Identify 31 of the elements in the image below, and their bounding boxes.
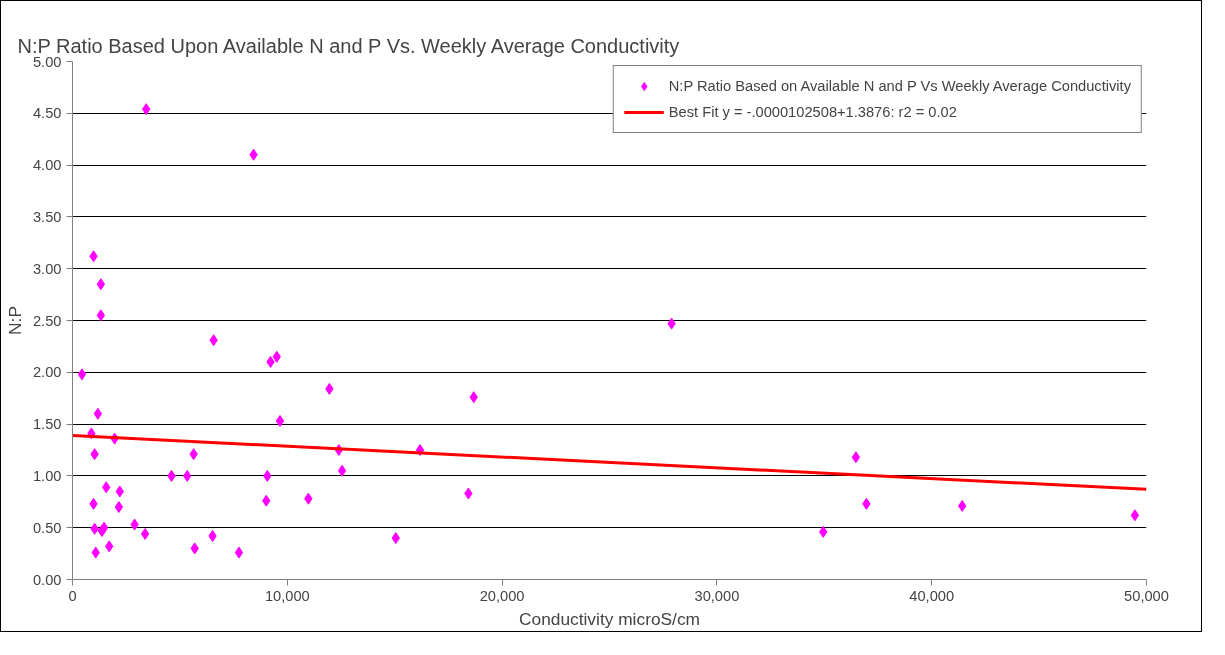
x-tick-label: 30,000 [694,587,740,604]
point [1130,509,1140,522]
y-tick-label: 1.50 [32,416,62,433]
x-tick-label: 20,000 [479,587,525,604]
x-tick-label: 50,000 [1124,587,1169,604]
y-tick-label: 2.50 [32,312,62,329]
point [275,414,285,427]
x-tick-label: 0 [68,587,77,604]
x-axis-title: Conductivity microS/cm [518,608,701,629]
y-tick-label: 1.00 [32,467,62,484]
point [114,500,124,513]
point [96,309,106,322]
point [337,464,347,477]
y-tick-label: 3.50 [32,208,62,225]
point [77,368,87,381]
point [234,546,244,559]
point [140,527,150,540]
y-tick-label: 3.00 [32,260,62,277]
y-tick-label: 2.00 [32,364,62,381]
y-tick-label: 4.50 [32,105,62,122]
point [93,407,103,420]
x-tick-label: 40,000 [909,587,955,604]
y-tick-label: 0.50 [32,519,62,536]
y-tick-label: 4.00 [32,157,62,174]
legend-label: Best Fit y = -.0000102508+1.3876: r2 = 0.02 [668,104,957,120]
y-axis-title: N:P [4,306,25,335]
x-tick-label: 10,000 [264,587,310,604]
legend-label: N:P Ratio Based on Available N and P Vs Weekly Average Conductivity [668,78,1131,94]
y-tick-label: 0.00 [32,571,62,588]
point [851,451,861,464]
point [96,278,106,291]
